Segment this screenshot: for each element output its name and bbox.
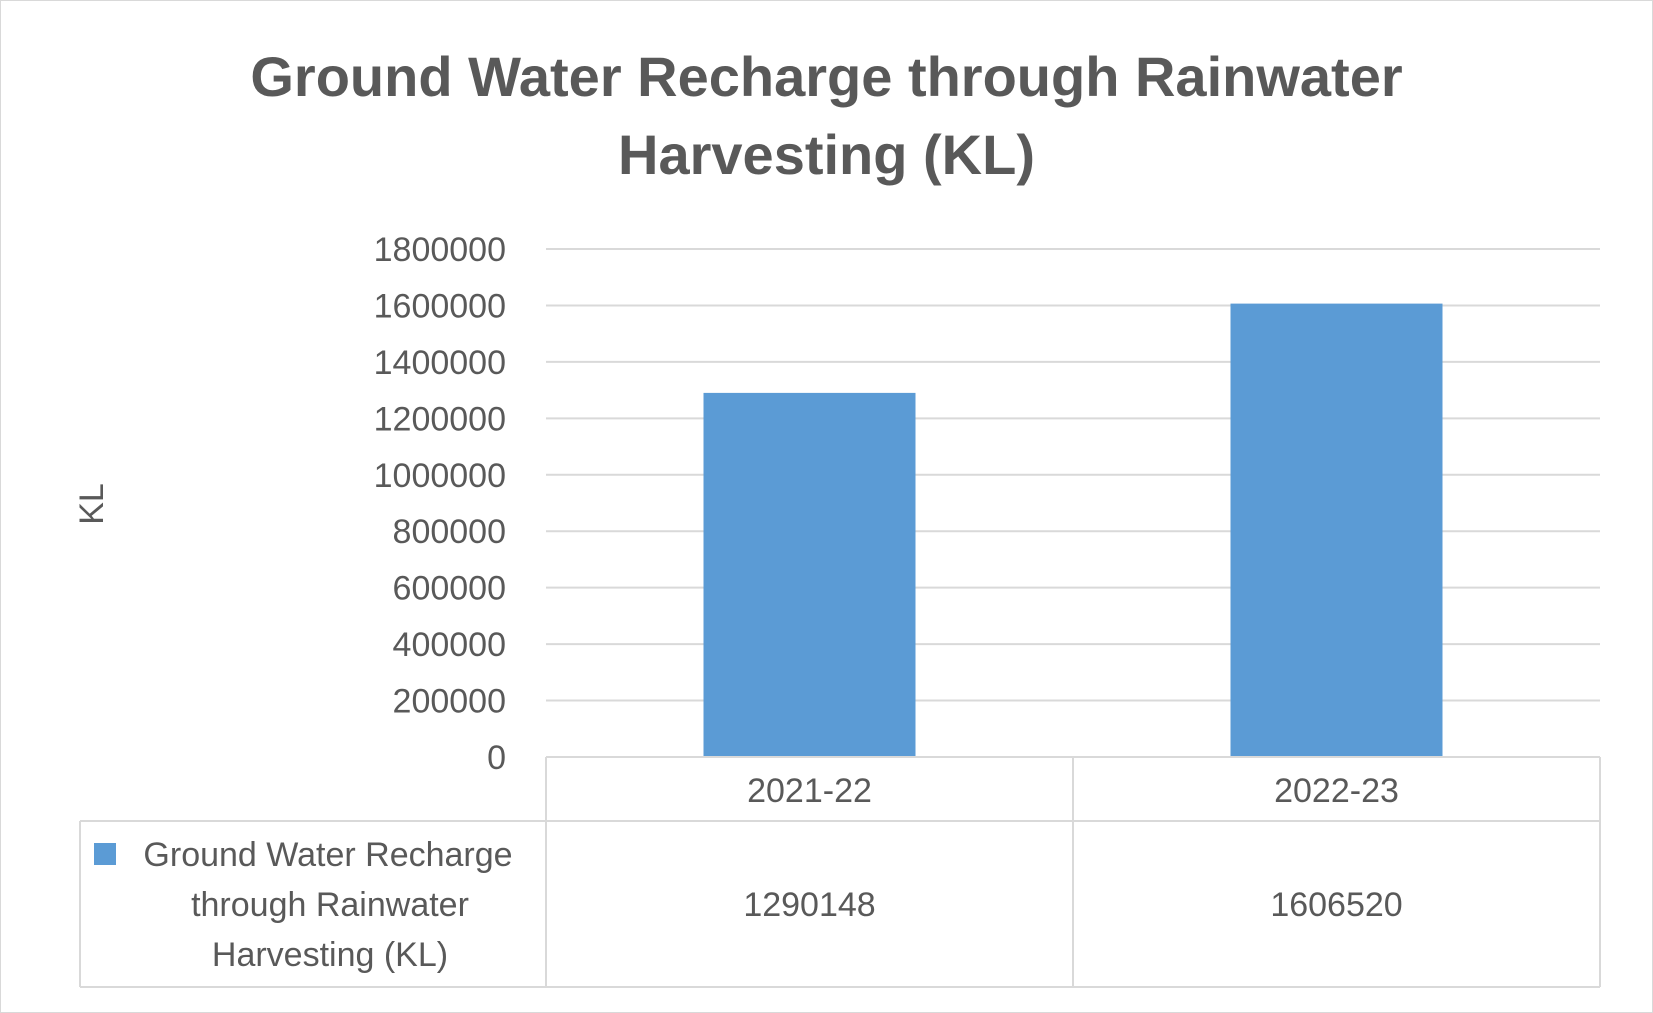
y-tick-label: 800000 (393, 513, 506, 551)
legend-series-name: Harvesting (KL) (212, 936, 448, 974)
x-tick-label: 2021-22 (747, 772, 872, 810)
legend-series-name: Ground Water Recharge (143, 836, 512, 874)
bars (703, 303, 1443, 757)
data-table-value: 1606520 (1270, 886, 1402, 924)
bar-2021-22 (703, 392, 916, 757)
chart-title: Ground Water Recharge through Rainwater … (250, 45, 1403, 186)
y-tick-label: 1400000 (374, 344, 506, 382)
y-axis-label: KL (73, 483, 111, 525)
y-tick-label: 1000000 (374, 457, 506, 495)
y-tick-label: 1800000 (374, 231, 506, 269)
y-axis-ticks: 0 200000 400000 600000 800000 1000000 1200000 1… (374, 231, 506, 777)
x-tick-label: 2022-23 (1274, 772, 1399, 810)
y-tick-label: 1200000 (374, 400, 506, 438)
y-tick-label: 1600000 (374, 287, 506, 325)
y-tick-label: 600000 (393, 570, 506, 608)
data-table-value: 1290148 (743, 886, 875, 924)
y-tick-label: 200000 (393, 683, 506, 721)
bar-2022-23 (1230, 303, 1443, 757)
data-table: 2021-22 2022-23 1290148 1606520 Ground Water… (79, 756, 1601, 988)
legend-key (94, 843, 116, 865)
y-tick-label: 0 (487, 739, 506, 777)
legend-series-name: through Rainwater (191, 886, 469, 924)
y-tick-label: 400000 (393, 626, 506, 664)
